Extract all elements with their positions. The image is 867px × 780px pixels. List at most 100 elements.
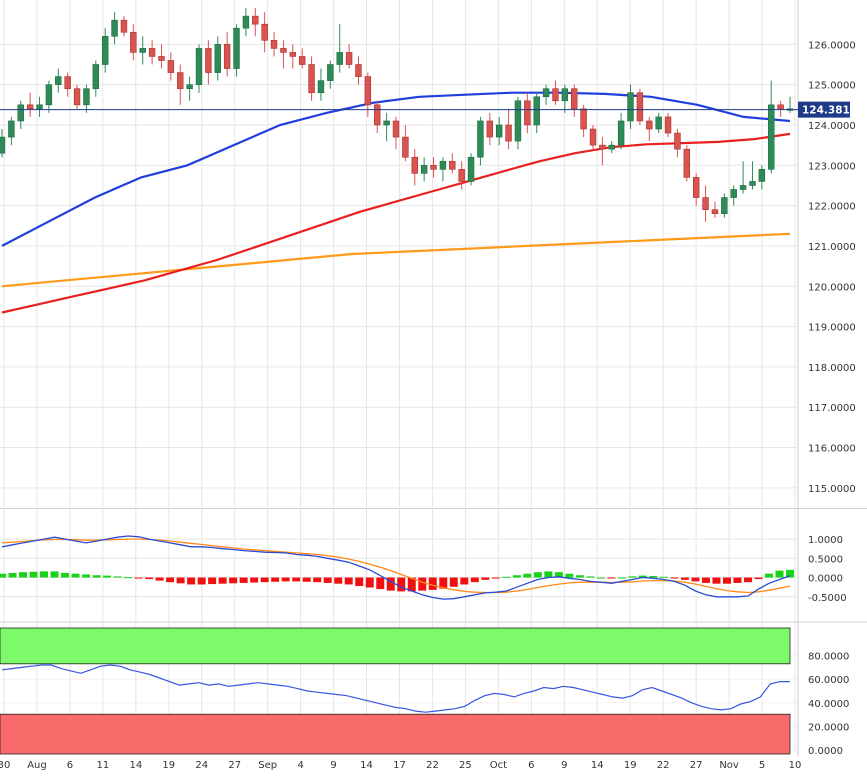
macd-histogram-bar	[176, 577, 185, 584]
macd-histogram-bar	[82, 574, 91, 578]
candle-up	[139, 48, 146, 53]
moving-averages	[1, 91, 791, 314]
macd-histogram-bar	[355, 577, 364, 586]
macd-y-tick-label: 0.5000	[808, 554, 843, 565]
macd-histogram-bar	[218, 577, 227, 584]
price-y-tick-label: 118.0000	[808, 363, 856, 374]
candle-down	[270, 40, 278, 49]
macd-histogram-bar	[491, 577, 500, 579]
macd-histogram-bar	[638, 575, 647, 578]
macd-line	[1, 535, 791, 600]
price-y-tick-label: 121.0000	[808, 242, 856, 253]
rsi-y-tick-label: 40.0000	[808, 699, 849, 710]
x-tick-label: 11	[97, 760, 110, 771]
macd-histogram-bar	[481, 577, 490, 580]
macd-histogram-bar	[680, 577, 689, 580]
x-tick-label: 24	[195, 760, 208, 771]
macd-histogram-bar	[239, 577, 248, 583]
macd-histogram-bar	[670, 577, 679, 579]
candle-up	[721, 197, 728, 214]
macd-histogram-bar	[565, 573, 574, 578]
macd-histogram-bar	[659, 576, 668, 578]
candle-down	[552, 88, 559, 102]
macd-histogram-bar	[701, 577, 710, 583]
candle-up	[111, 19, 118, 37]
candle-up	[608, 144, 615, 150]
candle-down	[130, 31, 137, 53]
candle-up	[55, 76, 62, 85]
candle-up	[36, 104, 43, 110]
x-tick-label: 27	[228, 760, 241, 771]
x-tick-label: Aug	[27, 760, 47, 771]
macd-histogram-bar	[323, 577, 332, 583]
candle-down	[411, 156, 418, 174]
macd-histogram-bar	[250, 577, 259, 583]
candle-up	[768, 104, 775, 170]
rsi-line	[1, 664, 790, 713]
last-price-badge	[798, 101, 850, 118]
macd-histogram-bar	[260, 577, 269, 583]
candle-up	[92, 64, 100, 89]
x-tick-label: 22	[657, 760, 670, 771]
macd-histogram-bar	[29, 571, 38, 578]
macd-histogram-bar	[512, 575, 521, 578]
macd-histogram-bar	[439, 577, 448, 589]
macd-histogram-bar	[229, 577, 238, 584]
candle-down	[289, 52, 297, 57]
candle-up	[749, 181, 756, 186]
macd-histogram-bar	[103, 575, 112, 578]
macd-histogram-bar	[271, 577, 280, 582]
macd-histogram-bar	[607, 577, 616, 579]
macd-histogram-bar	[575, 575, 584, 578]
macd-histogram-bar	[19, 572, 28, 578]
x-tick-label: 6	[528, 760, 534, 771]
macd-histogram-bar	[397, 577, 406, 592]
macd-histogram-bar	[733, 577, 742, 583]
price-y-tick-label: 124.0000	[808, 121, 856, 132]
macd-y-tick-label: 1.0000	[808, 535, 843, 546]
macd-histogram-bar	[502, 576, 511, 578]
candle-down	[177, 72, 184, 89]
macd-histogram-bar	[649, 576, 658, 578]
price-y-tick-label: 115.0000	[808, 484, 856, 495]
macd-histogram-bar	[208, 577, 217, 585]
macd-histogram-bar	[523, 573, 532, 578]
x-tick-label: 6	[67, 760, 73, 771]
price-y-tick-label: 116.0000	[808, 444, 856, 455]
candle-up	[420, 165, 428, 174]
candle-down	[374, 104, 381, 126]
x-tick-label: 30	[0, 760, 10, 771]
macd-histogram-bar	[292, 577, 301, 582]
rsi-overbought-zone	[0, 627, 791, 665]
ma-short-line	[1, 91, 791, 247]
price-y-tick-label: 119.0000	[808, 323, 856, 334]
macd-histogram-bar	[344, 577, 353, 585]
candle-down	[308, 64, 315, 94]
candle-up	[627, 92, 634, 122]
macd-histogram-bar	[691, 577, 700, 582]
macd-histogram-bar	[40, 571, 49, 578]
candle-down	[223, 44, 231, 69]
macd-histogram-bar	[124, 577, 133, 579]
candle-down	[364, 76, 372, 106]
candle-up	[101, 35, 109, 65]
candle-up	[758, 169, 766, 182]
macd-histogram-bar	[428, 577, 437, 590]
rsi-panel	[0, 627, 791, 755]
macd-histogram-bar	[166, 577, 175, 583]
x-tick-label: 19	[162, 760, 175, 771]
rsi-y-tick-label: 80.0000	[808, 652, 849, 663]
candle-up	[83, 88, 90, 106]
macd-histogram-bar	[50, 571, 59, 578]
grid-layer	[0, 0, 867, 756]
macd-histogram-bar	[586, 576, 595, 578]
ma-mid-line	[1, 132, 791, 314]
macd-histogram-bar	[281, 577, 290, 582]
candle-up	[533, 96, 540, 126]
candle-down	[524, 100, 531, 126]
macd-histogram-bar	[407, 577, 416, 592]
macd-signal-line	[1, 538, 791, 594]
macd-histogram-bar	[628, 576, 637, 578]
candle-down	[449, 160, 456, 170]
